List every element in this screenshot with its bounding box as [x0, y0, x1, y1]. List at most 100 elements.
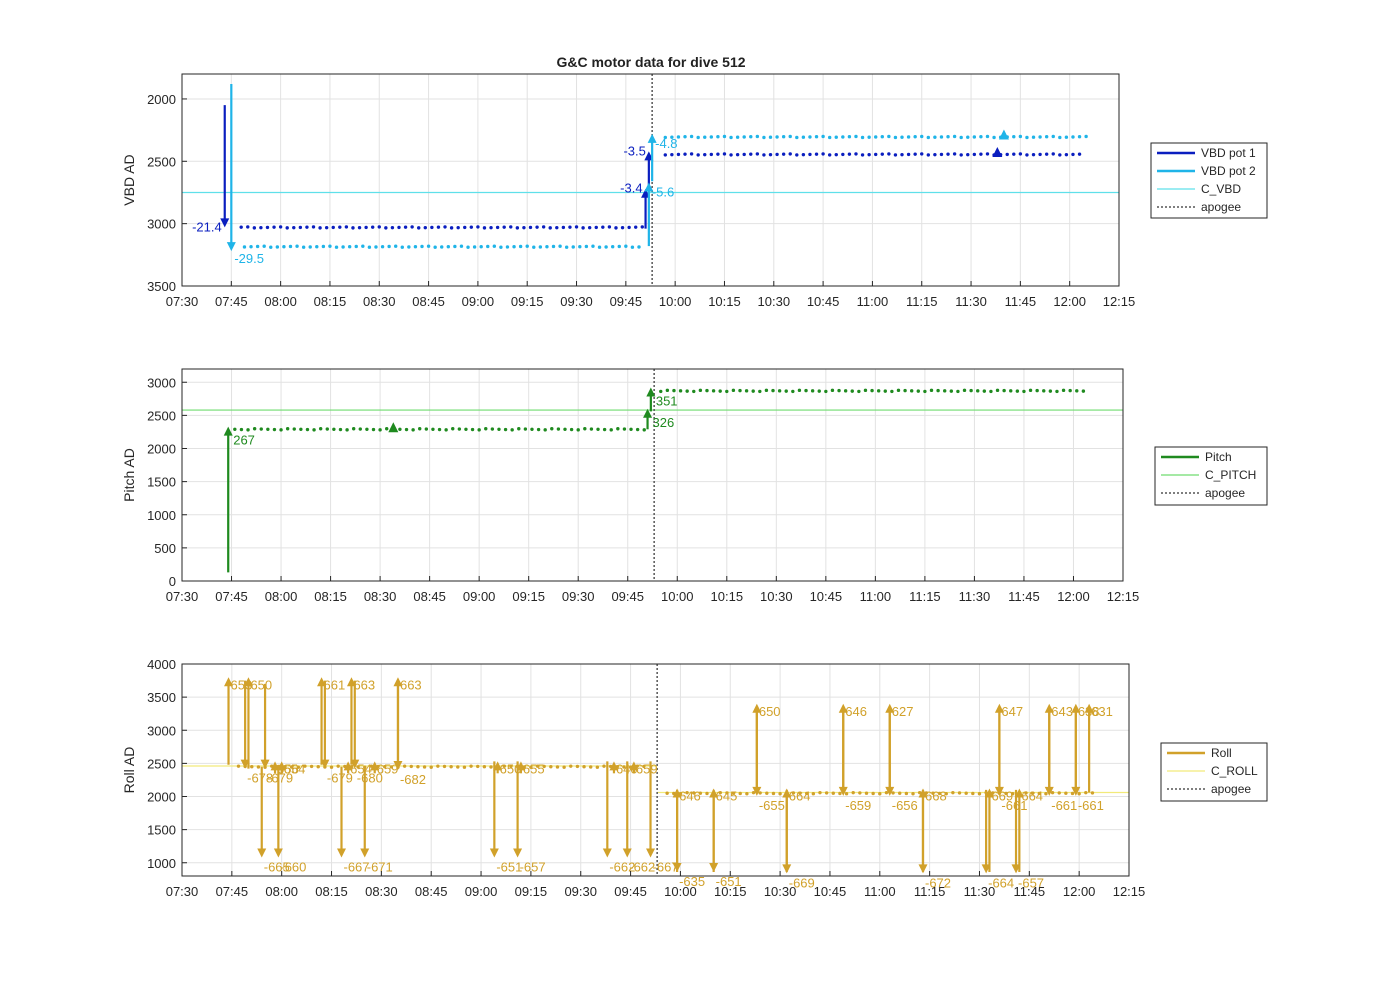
legend-label: C_ROLL: [1211, 764, 1258, 778]
data-point: [1084, 790, 1088, 795]
arrow-label: 659: [377, 761, 399, 776]
data-point: [259, 427, 263, 431]
data-point: [722, 152, 727, 156]
x-tick-label: 10:15: [714, 884, 747, 899]
data-point: [311, 225, 316, 229]
data-point: [788, 152, 792, 156]
arrow-label: -651: [496, 859, 522, 874]
arrow-label: -665: [264, 859, 290, 874]
data-point: [489, 765, 493, 769]
x-tick-label: 08:15: [314, 294, 347, 309]
data-point: [824, 791, 829, 795]
data-point: [768, 135, 773, 139]
data-point: [411, 428, 415, 432]
data-point: [1081, 389, 1086, 393]
move-arrowhead: [516, 761, 526, 771]
data-point: [722, 134, 727, 139]
y-tick-label: 3000: [147, 217, 176, 232]
data-point: [1012, 135, 1016, 139]
data-point: [808, 152, 812, 157]
data-point: [838, 791, 842, 796]
arrow-label: 646: [679, 789, 701, 804]
y-tick-label: 3000: [147, 723, 176, 738]
data-point: [1077, 152, 1082, 156]
data-point: [442, 764, 447, 769]
data-point: [890, 389, 894, 394]
data-point: [285, 427, 290, 431]
data-point: [896, 388, 901, 393]
data-point: [345, 428, 349, 432]
x-tick-label: 08:00: [265, 884, 298, 899]
arrow-label: -678: [247, 771, 273, 786]
data-point: [797, 388, 802, 393]
arrow-label: 650: [500, 761, 522, 776]
data-point: [490, 427, 495, 431]
data-point: [324, 225, 329, 230]
y-tick-label: 4000: [147, 657, 176, 672]
y-tick-label: 0: [169, 574, 176, 589]
arrow-label: 669: [991, 789, 1013, 804]
data-point: [377, 225, 381, 229]
x-tick-label: 09:15: [512, 589, 545, 604]
data-point: [423, 225, 427, 230]
panel-3: 653-678650-665-679656-660654661-679-6676…: [121, 657, 1268, 899]
data-point: [943, 389, 947, 393]
data-point: [542, 764, 546, 769]
data-point: [594, 225, 598, 230]
data-point: [887, 152, 891, 156]
arrow-label: 663: [400, 677, 422, 692]
data-point: [711, 389, 716, 393]
data-point: [529, 765, 533, 769]
data-point: [821, 134, 825, 139]
data-point: [870, 388, 874, 393]
arrow-label: -662: [629, 859, 655, 874]
data-point: [402, 764, 407, 768]
data-point: [863, 388, 868, 393]
data-point: [847, 135, 852, 139]
data-point: [431, 427, 435, 431]
legend-label: apogee: [1201, 200, 1241, 214]
data-point: [857, 389, 861, 394]
data-point: [449, 764, 453, 769]
y-tick-label: 2000: [147, 442, 176, 457]
data-point: [312, 428, 316, 432]
x-tick-label: 08:15: [314, 589, 347, 604]
data-point: [871, 791, 875, 796]
data-point: [1075, 389, 1079, 393]
figure-title: G&C motor data for dive 512: [556, 54, 745, 70]
data-point: [841, 135, 845, 139]
data-point: [299, 427, 303, 431]
y-tick-label: 2500: [147, 756, 176, 771]
data-point: [344, 225, 349, 229]
data-point: [933, 135, 937, 139]
data-point: [931, 791, 935, 795]
x-tick-label: 10:15: [708, 294, 741, 309]
x-tick-label: 09:30: [560, 294, 593, 309]
data-point: [827, 135, 832, 140]
data-point: [418, 427, 422, 431]
data-point: [804, 791, 809, 796]
data-point: [893, 153, 898, 157]
x-tick-label: 11:00: [860, 589, 892, 604]
data-point: [904, 791, 909, 796]
data-point: [751, 790, 756, 795]
data-point: [601, 225, 605, 229]
data-point: [479, 245, 483, 249]
legend-label: C_PITCH: [1205, 468, 1256, 482]
data-point: [949, 389, 954, 393]
data-point: [543, 428, 547, 432]
data-point: [1068, 388, 1072, 393]
data-point: [929, 388, 934, 393]
move-arrowhead: [647, 133, 657, 143]
data-point: [338, 427, 343, 432]
data-point: [745, 792, 749, 796]
data-point: [703, 135, 707, 139]
data-point: [1018, 134, 1023, 139]
data-point: [351, 226, 355, 230]
data-point: [698, 791, 703, 795]
data-point: [966, 135, 970, 139]
data-point: [1064, 791, 1068, 795]
data-point: [482, 764, 487, 769]
x-tick-label: 09:00: [462, 294, 495, 309]
data-point: [878, 792, 882, 796]
